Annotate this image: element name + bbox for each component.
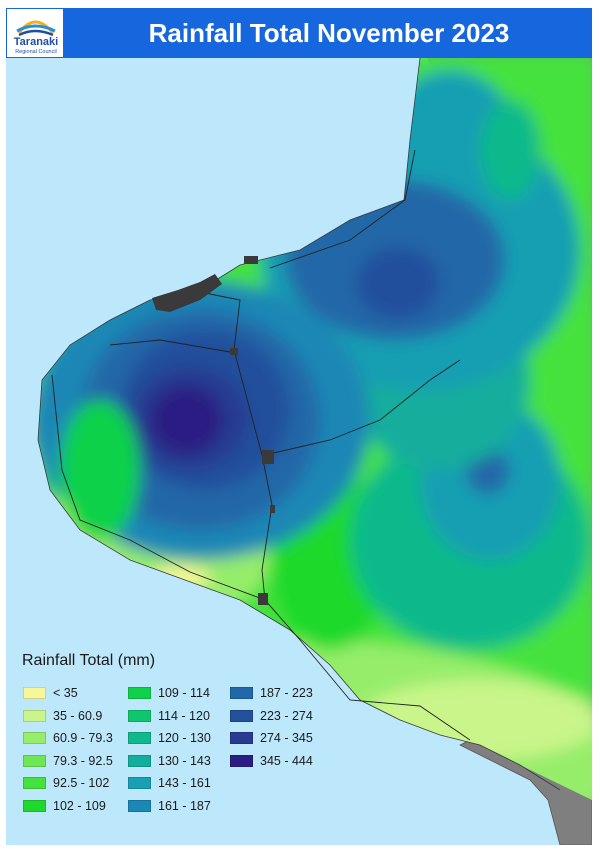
- legend-label: 345 - 444: [260, 753, 313, 768]
- legend-label: 274 - 345: [260, 731, 313, 745]
- legend-swatch: [128, 732, 151, 744]
- legend-swatch: [23, 799, 46, 812]
- legend-swatch: [128, 799, 151, 812]
- legend-label: 92.5 - 102: [53, 776, 110, 790]
- legend-swatch: [23, 687, 46, 699]
- logo-subtitle: Regional Council: [15, 49, 57, 55]
- map-title: Rainfall Total November 2023: [148, 18, 510, 48]
- legend-label: < 35: [53, 686, 78, 700]
- legend-swatch: [23, 754, 46, 767]
- map-canvas: [6, 58, 592, 845]
- legend-swatch: [230, 754, 253, 767]
- region-boundary: [37, 58, 561, 791]
- legend-label: 120 - 130: [158, 731, 211, 745]
- legend-swatch: [230, 709, 253, 722]
- title-bar: [6, 8, 592, 58]
- legend-swatch: [23, 732, 46, 744]
- legend-label: 223 - 274: [260, 708, 313, 723]
- logo-wordmark: Taranaki: [13, 36, 59, 48]
- legend-label: 79.3 - 92.5: [53, 753, 113, 768]
- legend-label: 35 - 60.9: [53, 708, 103, 723]
- legend-swatch: [128, 777, 151, 789]
- legend-label: 109 - 114: [158, 686, 210, 700]
- legend: Rainfall Total (mm) < 35 35 - 60.9 60.9 - …: [18, 652, 348, 813]
- legend-swatch: [128, 687, 151, 699]
- legend-swatch: [128, 754, 151, 767]
- legend-label: 187 - 223: [260, 686, 313, 700]
- legend-label: 60.9 - 79.3: [53, 731, 113, 745]
- legend-swatch: [23, 777, 46, 789]
- urban-areas: [152, 256, 275, 605]
- legend-swatch: [230, 732, 253, 744]
- road-network: [51, 149, 471, 741]
- legend-label: 143 - 161: [158, 776, 211, 790]
- legend-label: 114 - 120: [158, 708, 210, 723]
- legend-swatch: [230, 687, 253, 699]
- legend-title: Rainfall Total (mm): [22, 652, 156, 669]
- logo-waves-icon: [16, 20, 56, 37]
- legend-swatch: [128, 709, 151, 722]
- legend-swatch: [23, 709, 46, 722]
- legend-label: 130 - 143: [158, 753, 211, 768]
- legend-label: 102 - 109: [53, 798, 106, 813]
- legend-label: 161 - 187: [158, 798, 211, 813]
- council-logo: Taranaki Regional Council: [6, 8, 64, 58]
